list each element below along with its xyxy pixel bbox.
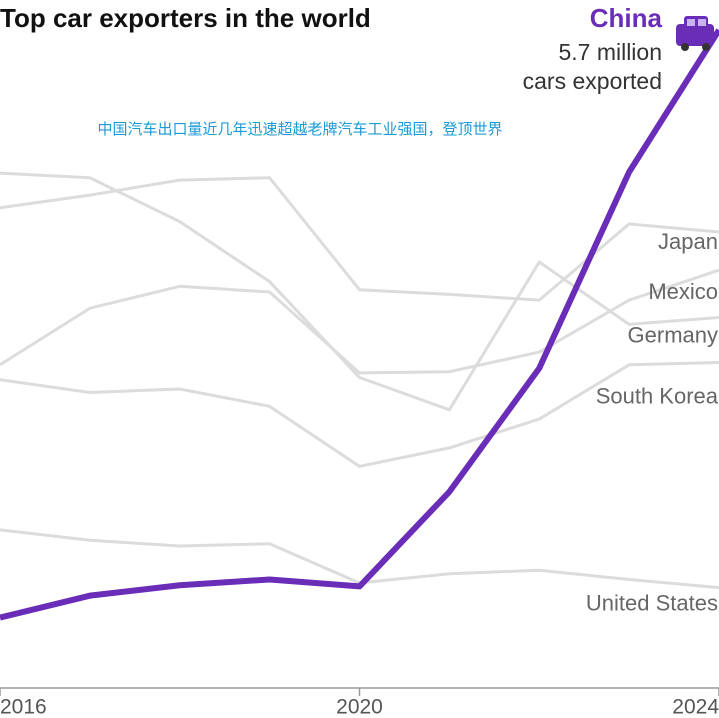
series-line (0, 528, 719, 590)
series-line (0, 28, 719, 621)
legend-label: Germany (628, 322, 718, 347)
x-tick-label: 2020 (336, 696, 383, 718)
legend-label: South Korea (596, 383, 719, 408)
subtitle: 中国汽车出口量近几年迅速超越老牌汽车工业强国，登顶世界 (97, 121, 502, 138)
series-line (0, 171, 719, 412)
legend-label: Mexico (648, 279, 718, 304)
legend-label: Japan (658, 229, 718, 254)
legend-label: China (590, 3, 663, 33)
x-tick-label: 2016 (0, 696, 47, 718)
legend-label: United States (586, 590, 718, 615)
series-line (0, 268, 719, 375)
car-icon (676, 16, 714, 51)
plot (0, 28, 719, 696)
annotation: cars exported (523, 68, 662, 94)
series-line (0, 360, 719, 468)
annotation: 5.7 million (558, 39, 662, 65)
series-line (0, 176, 719, 302)
chart-title: Top car exporters in the world (0, 3, 371, 33)
x-tick-label: 2024 (672, 696, 719, 718)
